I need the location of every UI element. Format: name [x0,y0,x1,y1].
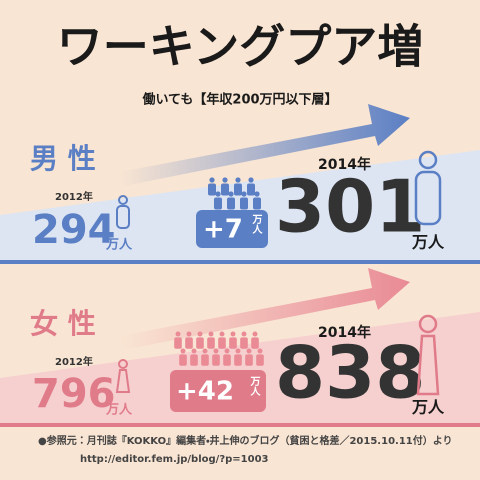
crowd-person [191,348,197,354]
crowd-person [223,354,231,366]
crowd-person [252,331,258,337]
unit: 万人 [411,398,445,417]
crowd-person [228,191,234,197]
crowd-person [235,177,241,183]
crowd-person [218,337,226,349]
person-icon [115,359,131,393]
year-before: 2012年 [55,190,93,203]
crowd-person [207,337,215,349]
crowd-person [240,337,248,349]
unit: 万人 [105,403,133,418]
male-arrow [120,104,410,186]
increase-unit: 万人 [250,214,263,235]
section-label: 男 性 [30,142,96,175]
year-after: 2014年 [318,156,371,173]
crowd-person [179,354,187,366]
crowd-person [213,348,219,354]
crowd-icon [208,177,261,210]
crowd-person [235,348,241,354]
crowd-person [245,354,253,366]
person-icon-large [416,314,440,396]
crowd-person [248,177,254,183]
crowd-person [227,197,235,210]
year-after: 2014年 [318,324,371,341]
crowd-person [175,331,181,337]
crowd-person [186,331,192,337]
female-baseline [0,423,480,427]
crowd-person [251,337,259,349]
crowd-person [196,337,204,349]
increase-box [196,210,268,248]
crowd-person [222,177,228,183]
crowd-person [202,348,208,354]
crowd-person [185,337,193,349]
crowd-person [219,331,225,337]
crowd-person [221,183,229,196]
person-icon-large [414,150,442,226]
crowd-person [208,183,216,196]
unit: 万人 [105,238,133,253]
male-baseline [0,260,480,264]
crowd-person [174,337,182,349]
source: ●参照元：月刊誌『KOKKO』編集者・井上伸のブログ（貧困と格差／2015.10… [38,434,453,447]
value-after: 838 [275,331,425,415]
crowd-person [256,354,264,366]
crowd-person [241,191,247,197]
crowd-person [254,191,260,197]
crowd-person [241,331,247,337]
crowd-person [234,183,242,196]
crowd-person [197,331,203,337]
value-before: 796 [32,371,116,417]
crowd-person [234,354,242,366]
increase: +7 [203,215,243,245]
crowd-person [209,177,215,183]
female-arrow [120,268,410,350]
crowd-person [257,348,263,354]
unit: 万人 [411,233,445,252]
crowd-person [212,354,220,366]
value-after: 301 [275,165,425,249]
section-label: 女 性 [30,307,96,340]
value-before: 294 [32,207,116,253]
increase: +42 [176,377,234,407]
crowd-person [180,348,186,354]
increase-box [170,370,266,412]
year-before: 2012年 [55,355,93,368]
crowd-person [246,348,252,354]
crowd-person [247,183,255,196]
crowd-icon [174,331,264,366]
crowd-person [253,197,261,210]
person-icon [116,195,130,229]
crowd-person [201,354,209,366]
crowd-person [240,197,248,210]
crowd-person [224,348,230,354]
crowd-person [208,331,214,337]
female-band [0,312,480,425]
crowd-person [214,197,222,210]
crowd-person [215,191,221,197]
title: ワーキングプア増 [57,20,424,74]
subtitle: 働いても【年収200万円以下層】 [141,92,337,108]
crowd-person [190,354,198,366]
source-url: http://editor.fem.jp/blog/?p=1003 [80,454,269,465]
increase-unit: 万人 [248,376,261,397]
crowd-person [229,337,237,349]
crowd-person [230,331,236,337]
